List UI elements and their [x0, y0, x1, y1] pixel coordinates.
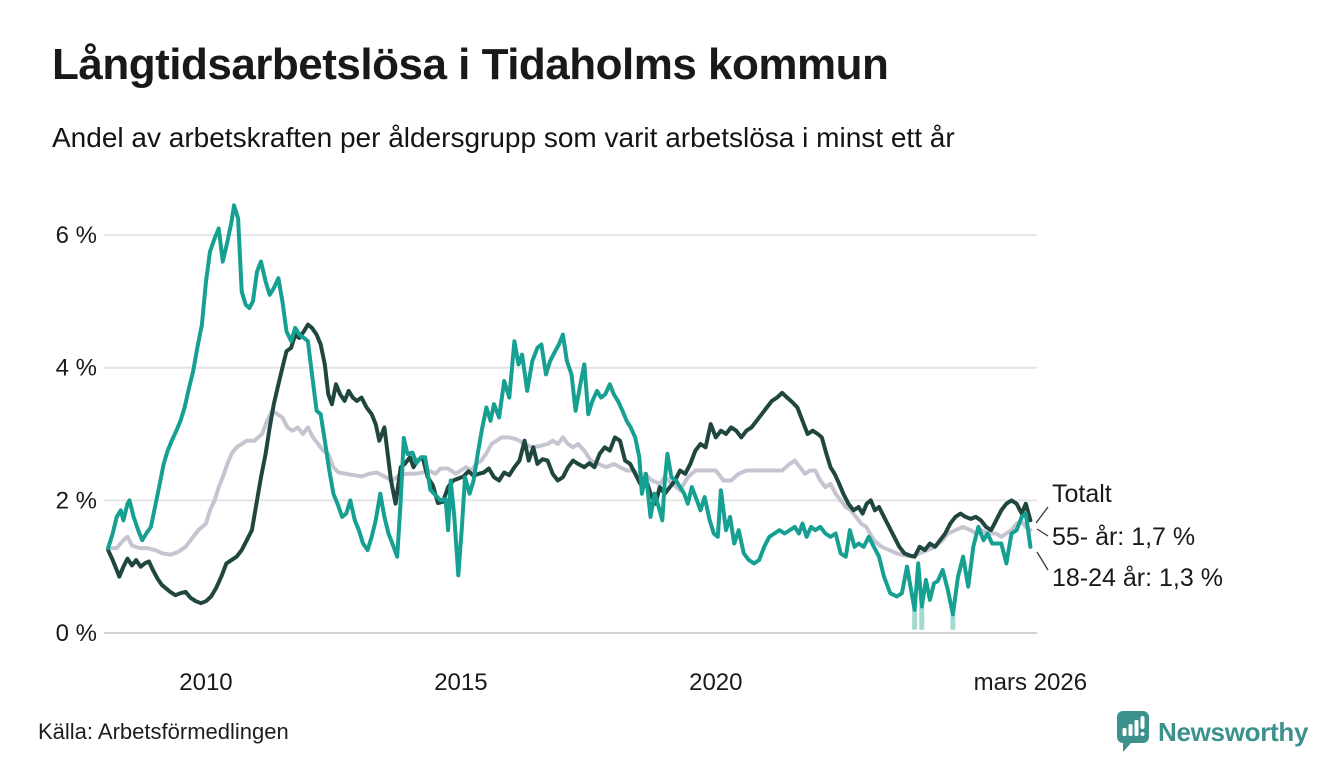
x-tick-label: mars 2026	[974, 669, 1087, 696]
series-end-label: Totalt	[1052, 480, 1112, 508]
y-tick-label: 2 %	[56, 487, 97, 514]
y-tick-label: 0 %	[56, 620, 97, 647]
series-line-dark	[106, 322, 1033, 606]
newsworthy-logo: Newsworthy	[1116, 710, 1308, 754]
x-tick-label: 2020	[689, 669, 742, 696]
series-end-label: 55- år: 1,7 %	[1052, 523, 1195, 551]
page-subtitle: Andel av arbetskraften per åldersgrupp s…	[52, 122, 955, 153]
source-note: Källa: Arbetsförmedlingen	[38, 719, 289, 744]
series-end-label: 18-24 år: 1,3 %	[1052, 564, 1223, 592]
newsworthy-wordmark: Newsworthy	[1158, 716, 1309, 747]
series-line-gray	[106, 408, 1033, 559]
annotation-leader-line	[1036, 551, 1049, 571]
y-tick-label: 4 %	[56, 355, 97, 382]
y-tick-label: 6 %	[56, 222, 97, 249]
series-line-teal	[106, 203, 1033, 617]
x-tick-label: 2015	[434, 669, 487, 696]
newsworthy-bubble-chart-icon	[1117, 711, 1149, 752]
x-tick-label: 2010	[179, 669, 232, 696]
annotation-leader-line	[1035, 506, 1049, 524]
annotation-leader-line	[1036, 528, 1049, 537]
page-title: Långtidsarbetslösa i Tidaholms kommun	[52, 40, 889, 89]
